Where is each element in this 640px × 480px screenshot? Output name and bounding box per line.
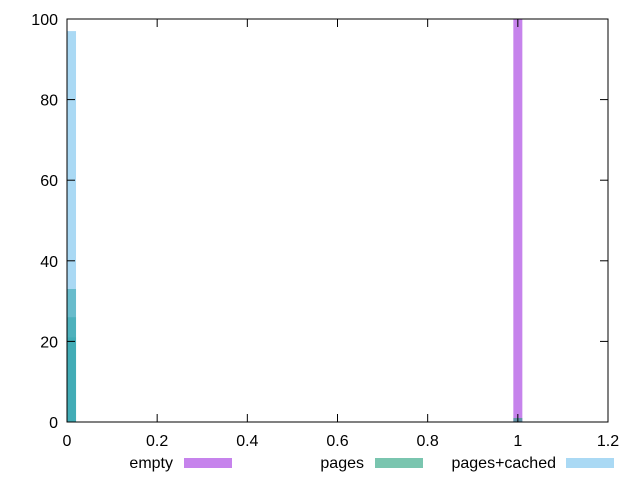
y-tick-label: 80	[40, 93, 58, 110]
y-tick-label: 60	[40, 173, 58, 190]
plot-frame	[66, 18, 609, 423]
axes-layer: 0 0.2 0.4 0.6 0.8 1 1.2 0 20 40 60 80 100	[31, 12, 619, 450]
x-tick-label: 0.8	[417, 433, 439, 450]
x-tick-label: 1	[513, 433, 522, 450]
legend-item-pages-cached: pages+cached	[430, 452, 620, 476]
legend-label-empty: empty	[129, 455, 173, 472]
y-tick-label: 40	[40, 254, 58, 271]
bars-layer	[67, 19, 523, 423]
x-tick-label: 0.2	[146, 433, 168, 450]
y-tick-label: 0	[49, 415, 58, 432]
legend-swatch-empty	[184, 458, 232, 468]
legend: empty pages pages+cached	[0, 452, 640, 476]
y-tick-label: 20	[40, 334, 58, 351]
x-tick-label: 0.4	[236, 433, 258, 450]
legend-swatch-pages	[375, 458, 423, 468]
bar-pages-cached-0	[67, 31, 77, 423]
legend-label-pages-cached: pages+cached	[451, 455, 556, 472]
x-tick-label: 1.2	[597, 433, 619, 450]
bar-empty-0	[513, 19, 523, 422]
x-tick-label: 0	[63, 433, 72, 450]
legend-label-pages: pages	[320, 455, 364, 472]
y-tick-label: 100	[31, 12, 58, 29]
legend-swatch-pages-cached	[566, 458, 614, 468]
legend-item-empty: empty	[100, 452, 280, 476]
x-tick-label: 0.6	[326, 433, 348, 450]
legend-item-pages: pages	[290, 452, 430, 476]
